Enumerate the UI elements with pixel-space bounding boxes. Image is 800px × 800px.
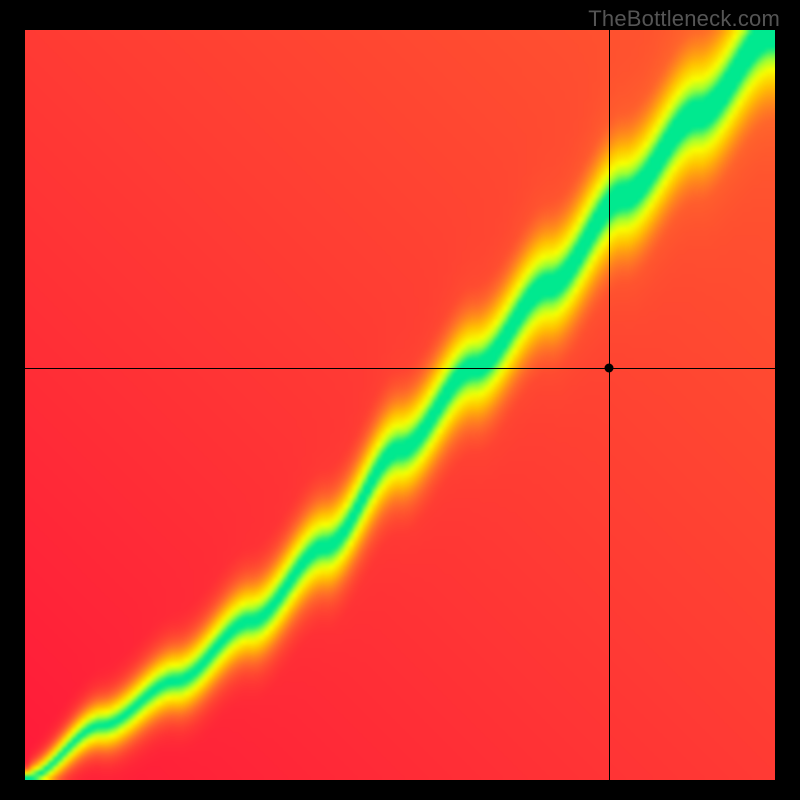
bottleneck-heatmap xyxy=(25,30,775,780)
crosshair-vertical xyxy=(609,30,610,780)
crosshair-horizontal xyxy=(25,368,775,369)
watermark-text: TheBottleneck.com xyxy=(588,6,780,32)
crosshair-marker xyxy=(604,363,613,372)
heatmap-canvas xyxy=(25,30,775,780)
